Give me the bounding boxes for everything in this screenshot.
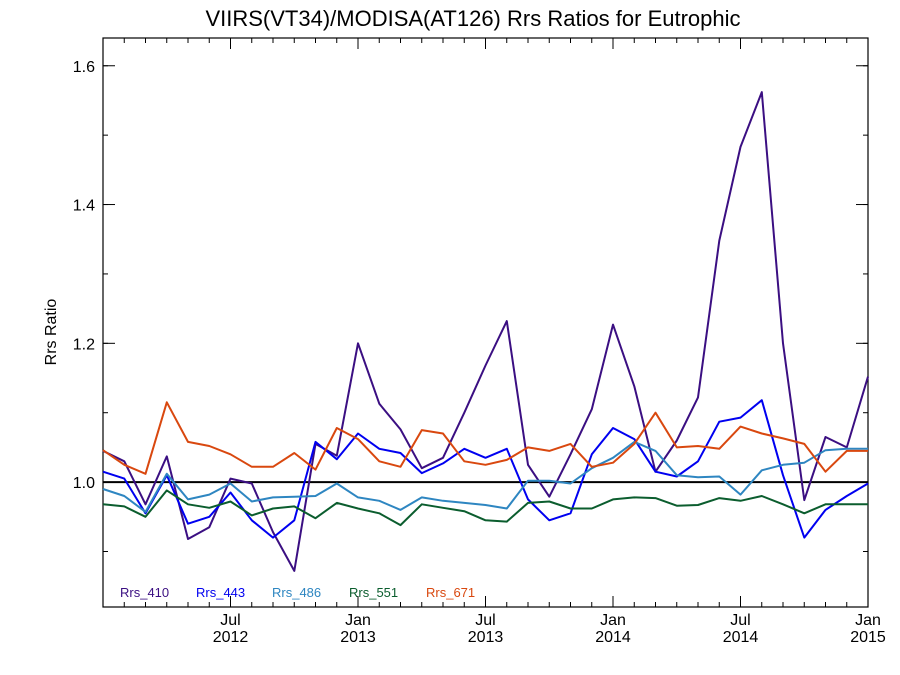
legend-label-rrs-486: Rrs_486 <box>272 585 321 600</box>
series-line-rrs-551 <box>102 489 868 527</box>
series-line-rrs-410 <box>102 91 869 572</box>
y-axis-label: Rrs Ratio <box>43 299 60 366</box>
series-line-rrs-671 <box>102 401 868 475</box>
series-line-rrs-486 <box>102 440 868 513</box>
legend-label-rrs-671: Rrs_671 <box>426 585 475 600</box>
x-tick-label-year: 2014 <box>595 629 631 646</box>
series-lines <box>102 91 869 572</box>
x-tick-label-month: Jul <box>220 612 240 629</box>
x-tick-label-month: Jan <box>855 612 881 629</box>
x-tick-label-year: 2013 <box>468 629 504 646</box>
y-tick-label: 1.4 <box>73 198 95 215</box>
series-line-rrs-443 <box>102 399 869 539</box>
x-tick-label-year: 2015 <box>850 629 886 646</box>
axes: 1.01.21.41.6Jul2012Jan2013Jul2013Jan2014… <box>73 37 886 646</box>
x-tick-label-month: Jul <box>475 612 495 629</box>
y-tick-label: 1.6 <box>73 59 95 76</box>
x-tick-label-month: Jan <box>600 612 626 629</box>
x-tick-label-year: 2013 <box>340 629 376 646</box>
y-tick-label: 1.2 <box>73 336 95 353</box>
x-tick-label-month: Jan <box>345 612 371 629</box>
y-tick-label: 1.0 <box>73 475 95 492</box>
x-tick-label-year: 2014 <box>723 629 759 646</box>
legend-label-rrs-443: Rrs_443 <box>196 585 245 600</box>
x-tick-label-month: Jul <box>730 612 750 629</box>
x-tick-label-year: 2012 <box>213 629 249 646</box>
plot-frame <box>102 37 869 608</box>
legend: Rrs_410 Rrs_443 Rrs_486 Rrs_551 Rrs_671 <box>120 585 475 600</box>
legend-label-rrs-551: Rrs_551 <box>349 585 398 600</box>
chart-title: VIIRS(VT34)/MODISA(AT126) Rrs Ratios for… <box>205 6 740 31</box>
legend-label-rrs-410: Rrs_410 <box>120 585 169 600</box>
